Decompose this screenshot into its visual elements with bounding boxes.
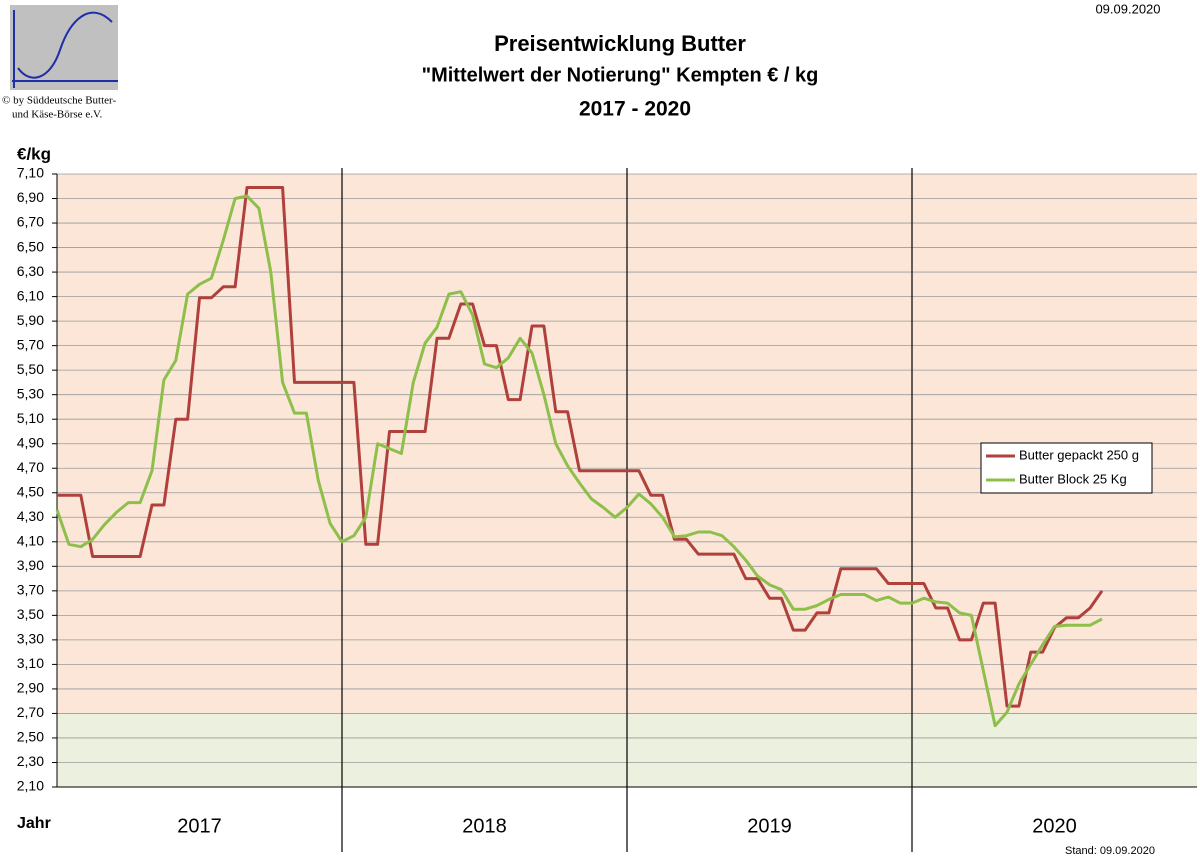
y-tick-label: 5,90 <box>17 312 44 328</box>
logo-text: © by Süddeutsche Butter- <box>2 95 116 107</box>
legend-label: Butter gepackt 250 g <box>1019 447 1139 462</box>
logo-curve <box>17 11 113 79</box>
y-tick-label: 6,30 <box>17 263 44 279</box>
y-tick-label: 5,70 <box>17 336 44 352</box>
y-tick-label: 2,30 <box>17 753 44 769</box>
y-axis-label: €/kg <box>17 144 51 163</box>
x-category-label: 2017 <box>177 815 222 837</box>
y-tick-label: 4,90 <box>17 434 44 450</box>
date: 09.09.2020 <box>1095 1 1160 16</box>
y-tick-label: 7,10 <box>17 165 44 181</box>
logo: © by Süddeutsche Butter- und Käse-Börse … <box>2 5 118 121</box>
y-tick-label: 5,50 <box>17 361 44 377</box>
series-line <box>57 186 1104 708</box>
y-tick-label: 4,70 <box>17 459 44 475</box>
y-tick-label: 3,50 <box>17 606 44 622</box>
y-tick-label: 2,70 <box>17 704 44 720</box>
plot: 2,10 2,30 2,50 2,70 2,90 3,10 3,30 3,50 3,70 3,90… <box>17 165 1197 852</box>
y-tick-label: 3,70 <box>17 582 44 598</box>
chart-subtitle: "Mittelwert der Notierung" Kempten € / k… <box>422 64 819 86</box>
x-category-label: 2018 <box>462 815 507 837</box>
logo-box <box>10 5 118 90</box>
y-tick-label: 6,10 <box>17 287 44 303</box>
x-category-label: 2020 <box>1032 815 1077 837</box>
legend-label: Butter Block 25 Kg <box>1019 471 1127 486</box>
y-tick-label: 3,90 <box>17 557 44 573</box>
x-axis-label: Jahr <box>17 815 51 832</box>
y-tick-label: 2,50 <box>17 729 44 745</box>
y-tick-label: 4,10 <box>17 533 44 549</box>
x-category-label: 2019 <box>747 815 792 837</box>
y-tick-label: 6,70 <box>17 214 44 230</box>
y-tick-label: 3,30 <box>17 631 44 647</box>
y-tick-label: 3,10 <box>17 655 44 671</box>
y-tick-label: 2,90 <box>17 680 44 696</box>
legend-box <box>980 442 1153 494</box>
chart-period: 2017 - 2020 <box>579 98 691 121</box>
logo-text: und Käse-Börse e.V. <box>12 109 102 121</box>
y-tick-label: 2,10 <box>17 778 44 794</box>
y-tick-label: 6,90 <box>17 189 44 205</box>
y-tick-label: 5,30 <box>17 385 44 401</box>
chart-title: Preisentwicklung Butter <box>494 31 746 56</box>
y-tick-label: 6,50 <box>17 238 44 254</box>
footer: Stand: 09.09.2020 <box>1065 845 1155 857</box>
series-line <box>55 194 1103 728</box>
y-tick-label: 4,30 <box>17 508 44 524</box>
y-tick-label: 4,50 <box>17 483 44 499</box>
y-tick-label: 5,10 <box>17 410 44 426</box>
